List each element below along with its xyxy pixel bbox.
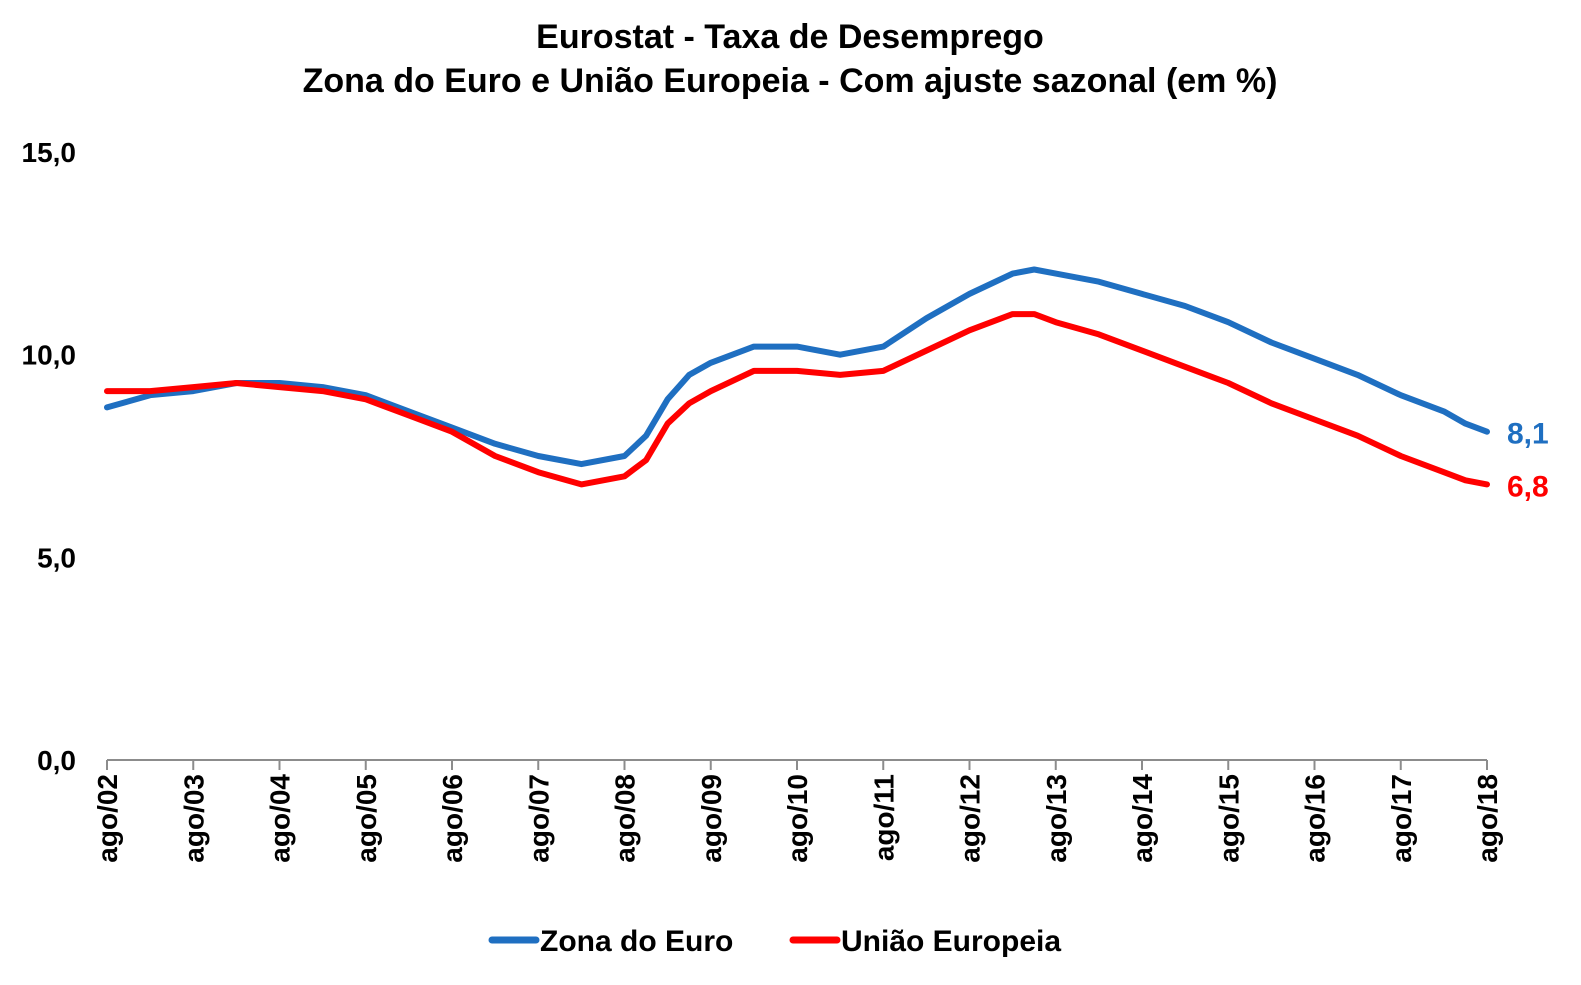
series-end-label-0: 8,1 bbox=[1507, 418, 1549, 451]
legend-label-1: União Europeia bbox=[841, 925, 1061, 958]
x-tick-label: ago/02 bbox=[92, 774, 123, 863]
legend: Zona do Euro União Europeia bbox=[488, 925, 1061, 958]
x-tick-label: ago/04 bbox=[265, 774, 296, 863]
x-tick-label: ago/12 bbox=[955, 774, 986, 863]
x-tick-label: ago/07 bbox=[523, 774, 554, 863]
x-tick-label: ago/08 bbox=[610, 774, 641, 863]
end-labels: 8,1 6,8 bbox=[1507, 418, 1549, 504]
x-axis: ago/02 ago/03 ago/04 ago/05 ago/06 ago/07 ago/… bbox=[92, 759, 1503, 863]
x-tick-label: ago/09 bbox=[696, 774, 727, 863]
y-tick-label: 5,0 bbox=[37, 542, 76, 573]
series-line-0 bbox=[104, 266, 1490, 468]
x-tick-label: ago/14 bbox=[1127, 774, 1158, 863]
series-end-label-1: 6,8 bbox=[1507, 470, 1549, 503]
x-tick-label: ago/18 bbox=[1472, 774, 1503, 863]
x-tick-label: ago/13 bbox=[1041, 774, 1072, 863]
x-tick-label: ago/17 bbox=[1386, 774, 1417, 863]
y-tick-label: 0,0 bbox=[37, 745, 76, 776]
x-tick-label: ago/10 bbox=[782, 774, 813, 863]
x-tick-label: ago/03 bbox=[178, 774, 209, 863]
x-tick-label: ago/06 bbox=[437, 774, 468, 863]
chart-title: Eurostat - Taxa de Desemprego bbox=[536, 18, 1044, 56]
x-tick-label: ago/16 bbox=[1300, 774, 1331, 863]
series-layer bbox=[104, 266, 1490, 488]
y-axis: 0,0 5,0 10,0 15,0 bbox=[22, 137, 77, 776]
x-tick-label: ago/05 bbox=[351, 774, 382, 863]
y-tick-label: 10,0 bbox=[22, 340, 77, 371]
y-tick-label: 15,0 bbox=[22, 137, 77, 168]
x-tick-label: ago/11 bbox=[868, 774, 899, 861]
chart-subtitle: Zona do Euro e União Europeia - Com ajus… bbox=[303, 62, 1278, 100]
series-line-1 bbox=[104, 311, 1490, 488]
x-tick-label: ago/15 bbox=[1213, 774, 1244, 863]
legend-label-0: Zona do Euro bbox=[540, 925, 733, 958]
